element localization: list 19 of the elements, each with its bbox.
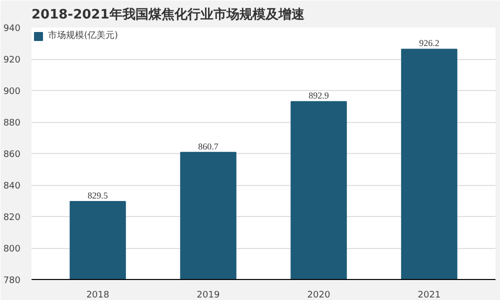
y-tick-label: 780	[3, 276, 21, 286]
y-tick-label: 900	[3, 87, 21, 97]
y-tick-label: 800	[3, 244, 21, 254]
data-label: 860.7	[198, 141, 219, 152]
y-tick-label: 820	[3, 213, 21, 223]
y-tick-label: 940	[3, 24, 21, 34]
y-tick-label: 920	[3, 56, 21, 66]
x-tick-label: 2018	[86, 290, 110, 300]
legend-label: 市场规模(亿美元)	[48, 30, 118, 42]
data-label: 926.2	[419, 38, 440, 48]
chart-title: 2018-2021年我国煤焦化行业市场规模及增速	[32, 6, 306, 22]
y-tick-label: 880	[3, 118, 21, 128]
data-label: 892.9	[308, 90, 330, 101]
data-label: 829.5	[88, 190, 108, 201]
x-tick-label: 2019	[196, 290, 220, 300]
y-tick-label: 840	[3, 182, 21, 192]
x-tick-label: 2021	[418, 290, 441, 300]
x-tick-label: 2020	[307, 290, 330, 300]
y-tick-label: 860	[3, 150, 21, 160]
